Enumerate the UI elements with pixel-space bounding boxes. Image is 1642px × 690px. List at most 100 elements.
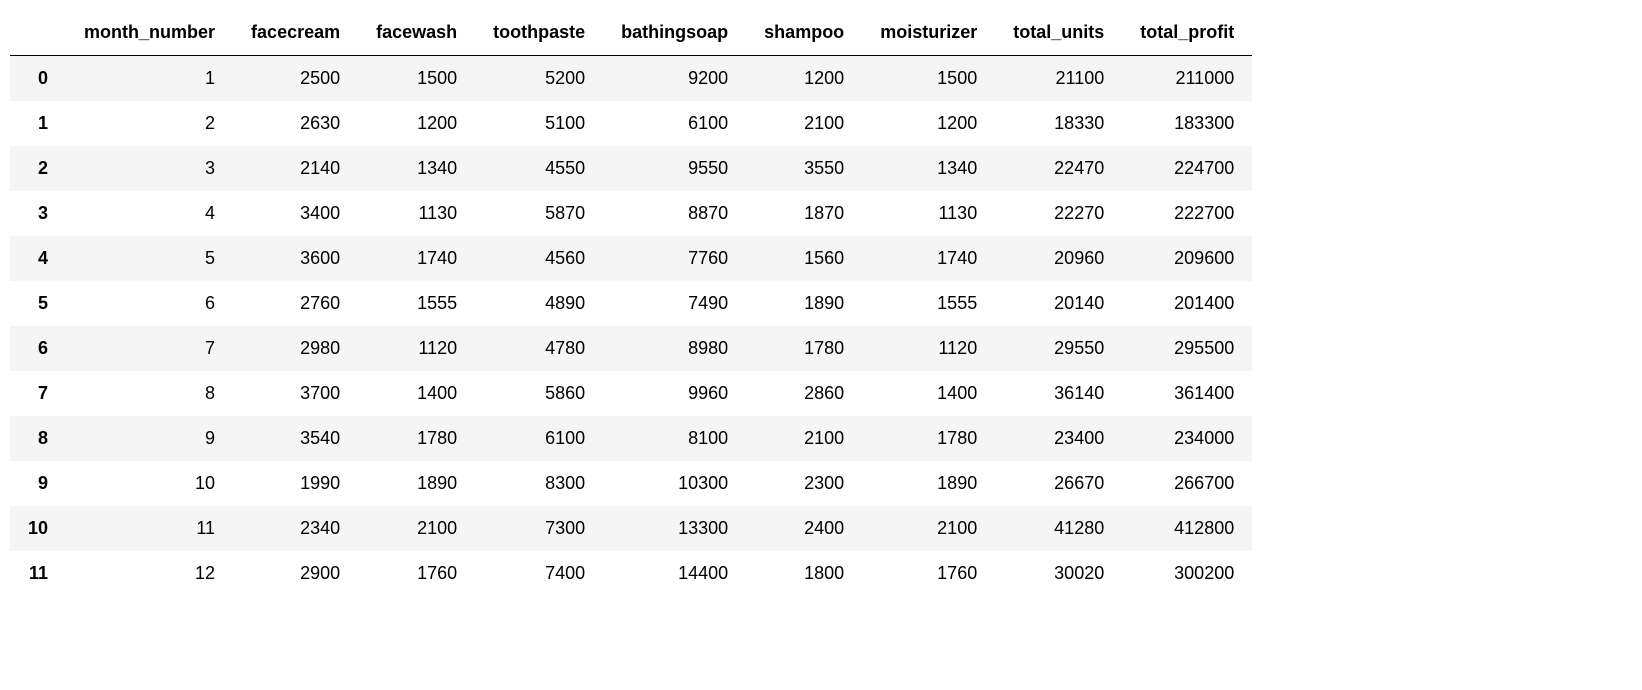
cell: 211000 bbox=[1122, 56, 1252, 102]
cell: 295500 bbox=[1122, 326, 1252, 371]
cell: 300200 bbox=[1122, 551, 1252, 596]
cell: 9 bbox=[66, 416, 233, 461]
cell: 9550 bbox=[603, 146, 746, 191]
row-index: 4 bbox=[10, 236, 66, 281]
table-row: 3 4 3400 1130 5870 8870 1870 1130 22270 … bbox=[10, 191, 1252, 236]
cell: 222700 bbox=[1122, 191, 1252, 236]
table-row: 6 7 2980 1120 4780 8980 1780 1120 29550 … bbox=[10, 326, 1252, 371]
cell: 1130 bbox=[358, 191, 475, 236]
row-index: 7 bbox=[10, 371, 66, 416]
cell: 3 bbox=[66, 146, 233, 191]
cell: 6100 bbox=[603, 101, 746, 146]
cell: 2860 bbox=[746, 371, 862, 416]
cell: 4 bbox=[66, 191, 233, 236]
cell: 5860 bbox=[475, 371, 603, 416]
cell: 3400 bbox=[233, 191, 358, 236]
cell: 2 bbox=[66, 101, 233, 146]
cell: 1890 bbox=[862, 461, 995, 506]
cell: 36140 bbox=[995, 371, 1122, 416]
cell: 234000 bbox=[1122, 416, 1252, 461]
cell: 183300 bbox=[1122, 101, 1252, 146]
cell: 1990 bbox=[233, 461, 358, 506]
cell: 3700 bbox=[233, 371, 358, 416]
cell: 1200 bbox=[358, 101, 475, 146]
cell: 2300 bbox=[746, 461, 862, 506]
cell: 23400 bbox=[995, 416, 1122, 461]
cell: 5870 bbox=[475, 191, 603, 236]
col-header: month_number bbox=[66, 10, 233, 56]
table-row: 5 6 2760 1555 4890 7490 1890 1555 20140 … bbox=[10, 281, 1252, 326]
table-row: 1 2 2630 1200 5100 6100 2100 1200 18330 … bbox=[10, 101, 1252, 146]
cell: 2100 bbox=[862, 506, 995, 551]
table-row: 11 12 2900 1760 7400 14400 1800 1760 300… bbox=[10, 551, 1252, 596]
cell: 8870 bbox=[603, 191, 746, 236]
cell: 1740 bbox=[358, 236, 475, 281]
cell: 4780 bbox=[475, 326, 603, 371]
table-header-row: month_number facecream facewash toothpas… bbox=[10, 10, 1252, 56]
cell: 13300 bbox=[603, 506, 746, 551]
cell: 10 bbox=[66, 461, 233, 506]
cell: 20140 bbox=[995, 281, 1122, 326]
cell: 5 bbox=[66, 236, 233, 281]
table-row: 2 3 2140 1340 4550 9550 3550 1340 22470 … bbox=[10, 146, 1252, 191]
cell: 41280 bbox=[995, 506, 1122, 551]
cell: 11 bbox=[66, 506, 233, 551]
cell: 5100 bbox=[475, 101, 603, 146]
cell: 4550 bbox=[475, 146, 603, 191]
cell: 412800 bbox=[1122, 506, 1252, 551]
row-index: 5 bbox=[10, 281, 66, 326]
cell: 8980 bbox=[603, 326, 746, 371]
cell: 1760 bbox=[862, 551, 995, 596]
col-header: facewash bbox=[358, 10, 475, 56]
cell: 266700 bbox=[1122, 461, 1252, 506]
cell: 3550 bbox=[746, 146, 862, 191]
table-row: 0 1 2500 1500 5200 9200 1200 1500 21100 … bbox=[10, 56, 1252, 102]
col-header: moisturizer bbox=[862, 10, 995, 56]
col-header: facecream bbox=[233, 10, 358, 56]
cell: 1340 bbox=[358, 146, 475, 191]
cell: 7 bbox=[66, 326, 233, 371]
cell: 2340 bbox=[233, 506, 358, 551]
cell: 2900 bbox=[233, 551, 358, 596]
cell: 1500 bbox=[358, 56, 475, 102]
cell: 3540 bbox=[233, 416, 358, 461]
cell: 14400 bbox=[603, 551, 746, 596]
cell: 2630 bbox=[233, 101, 358, 146]
cell: 201400 bbox=[1122, 281, 1252, 326]
cell: 29550 bbox=[995, 326, 1122, 371]
cell: 1760 bbox=[358, 551, 475, 596]
cell: 7760 bbox=[603, 236, 746, 281]
cell: 1 bbox=[66, 56, 233, 102]
cell: 7300 bbox=[475, 506, 603, 551]
cell: 1555 bbox=[358, 281, 475, 326]
cell: 30020 bbox=[995, 551, 1122, 596]
table-row: 9 10 1990 1890 8300 10300 2300 1890 2667… bbox=[10, 461, 1252, 506]
cell: 361400 bbox=[1122, 371, 1252, 416]
table-row: 10 11 2340 2100 7300 13300 2400 2100 412… bbox=[10, 506, 1252, 551]
cell: 6100 bbox=[475, 416, 603, 461]
cell: 1780 bbox=[746, 326, 862, 371]
cell: 7400 bbox=[475, 551, 603, 596]
row-index: 6 bbox=[10, 326, 66, 371]
col-header: shampoo bbox=[746, 10, 862, 56]
col-header: total_units bbox=[995, 10, 1122, 56]
cell: 1870 bbox=[746, 191, 862, 236]
table-row: 4 5 3600 1740 4560 7760 1560 1740 20960 … bbox=[10, 236, 1252, 281]
table-row: 7 8 3700 1400 5860 9960 2860 1400 36140 … bbox=[10, 371, 1252, 416]
row-index: 10 bbox=[10, 506, 66, 551]
row-index: 0 bbox=[10, 56, 66, 102]
cell: 21100 bbox=[995, 56, 1122, 102]
cell: 1500 bbox=[862, 56, 995, 102]
row-index: 11 bbox=[10, 551, 66, 596]
row-index: 1 bbox=[10, 101, 66, 146]
cell: 20960 bbox=[995, 236, 1122, 281]
index-header-blank bbox=[10, 10, 66, 56]
sales-data-table: month_number facecream facewash toothpas… bbox=[10, 10, 1252, 596]
cell: 2500 bbox=[233, 56, 358, 102]
cell: 8 bbox=[66, 371, 233, 416]
cell: 1120 bbox=[862, 326, 995, 371]
cell: 8300 bbox=[475, 461, 603, 506]
cell: 1130 bbox=[862, 191, 995, 236]
cell: 1400 bbox=[358, 371, 475, 416]
cell: 12 bbox=[66, 551, 233, 596]
